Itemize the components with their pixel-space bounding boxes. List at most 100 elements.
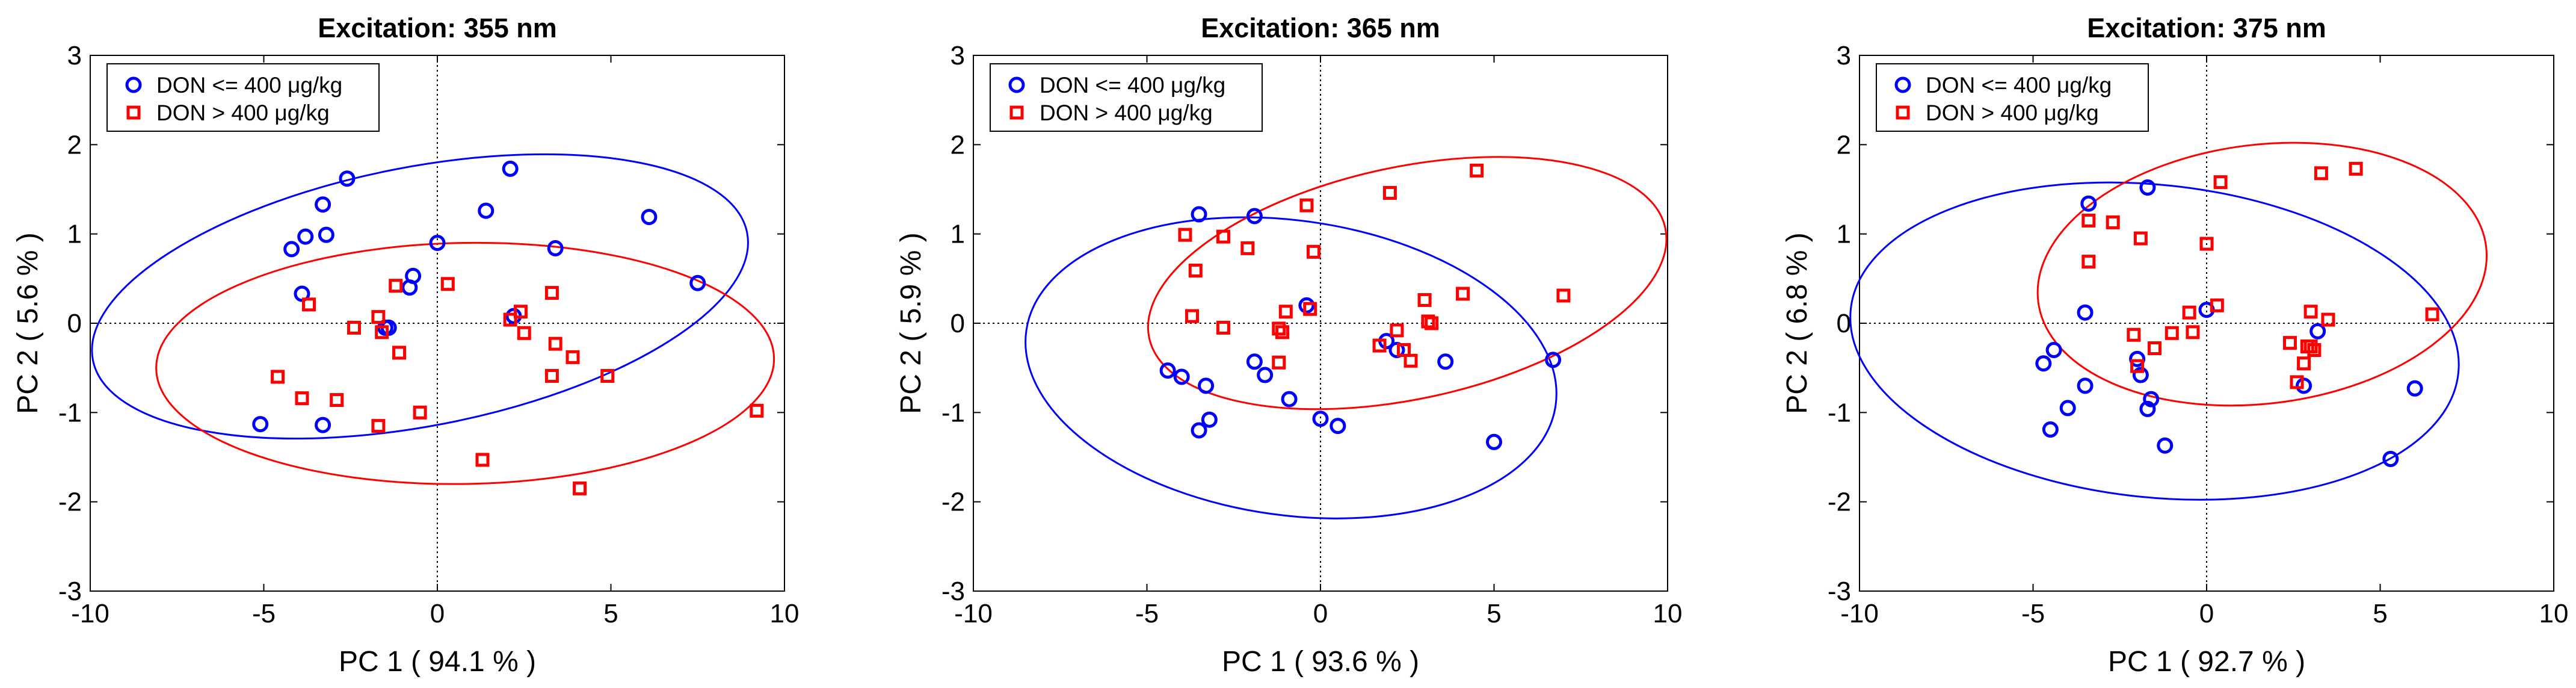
data-point-low-don[interactable] [318,226,334,243]
data-point-low-don[interactable] [641,208,658,225]
data-point-high-don[interactable] [1185,309,1200,323]
data-point-high-don[interactable] [2106,215,2120,229]
data-point-high-don[interactable] [375,325,389,339]
data-point-high-don[interactable] [2133,231,2148,246]
data-point-low-don[interactable] [1486,433,1502,450]
data-point-low-don[interactable] [1159,362,1176,379]
data-point-high-don[interactable] [2425,307,2439,321]
data-point-low-don[interactable] [2045,342,2062,358]
data-point-low-don[interactable] [1191,206,1207,223]
data-point-low-don[interactable] [1545,352,1562,368]
data-point-high-don[interactable] [475,453,490,467]
data-point-low-don[interactable] [294,285,310,302]
data-point-low-don[interactable] [2143,391,2160,408]
data-point-low-don[interactable] [2139,400,2156,417]
data-point-high-don[interactable] [1382,185,1397,200]
data-point-high-don[interactable] [1306,244,1320,259]
data-point-low-don[interactable] [547,240,564,256]
data-point-high-don[interactable] [503,312,517,327]
data-point-high-don[interactable] [2213,175,2228,190]
data-point-high-don[interactable] [548,336,562,351]
data-point-high-don[interactable] [440,277,455,291]
data-point-high-don[interactable] [1278,305,1293,319]
data-point-high-don[interactable] [2127,327,2141,342]
data-point-high-don[interactable] [1396,343,1411,357]
data-point-high-don[interactable] [413,405,427,420]
data-point-high-don[interactable] [1272,355,1286,370]
data-point-low-don[interactable] [2309,323,2326,339]
data-point-low-don[interactable] [1330,418,1346,435]
data-point-low-don[interactable] [1198,377,1215,394]
data-point-high-don[interactable] [1417,293,1432,307]
data-point-high-don[interactable] [2290,375,2304,389]
data-point-high-don[interactable] [2199,237,2214,251]
data-point-high-don[interactable] [573,481,587,495]
data-point-high-don[interactable] [1216,320,1230,335]
data-point-high-don[interactable] [544,286,559,300]
data-point-high-don[interactable] [2303,305,2318,319]
data-point-high-don[interactable] [1299,198,1314,212]
data-point-high-don[interactable] [392,346,407,360]
data-point-low-don[interactable] [2042,421,2059,438]
data-point-low-don[interactable] [2132,367,2149,383]
data-point-low-don[interactable] [1246,353,1263,370]
data-point-low-don[interactable] [1201,411,1218,428]
data-point-low-don[interactable] [1312,411,1329,427]
data-point-low-don[interactable] [315,417,331,433]
data-point-high-don[interactable] [1240,241,1255,255]
data-point-low-don[interactable] [2157,437,2174,454]
data-point-low-don[interactable] [1257,367,1274,383]
data-point-high-don[interactable] [1216,229,1230,244]
data-point-high-don[interactable] [2081,213,2096,228]
data-point-low-don[interactable] [297,228,314,245]
data-point-low-don[interactable] [252,416,269,433]
data-point-high-don[interactable] [2165,326,2179,340]
data-point-high-don[interactable] [1178,228,1192,242]
data-point-high-don[interactable] [1404,353,1418,368]
data-point-high-don[interactable] [1272,321,1286,336]
data-point-high-don[interactable] [302,297,316,312]
data-point-high-don[interactable] [1390,323,1404,338]
data-point-high-don[interactable] [330,393,344,408]
data-point-high-don[interactable] [347,320,362,335]
data-point-low-don[interactable] [2059,400,2076,417]
data-point-low-don[interactable] [1298,297,1315,314]
data-point-high-don[interactable] [1372,338,1387,353]
data-point-low-don[interactable] [283,241,300,258]
data-point-high-don[interactable] [2303,339,2318,354]
data-point-low-don[interactable] [339,170,356,187]
data-point-high-don[interactable] [1456,287,1470,301]
data-point-low-don[interactable] [2035,355,2052,372]
data-point-high-don[interactable] [271,370,285,384]
data-point-high-don[interactable] [389,279,403,293]
data-point-high-don[interactable] [1275,325,1290,339]
data-point-high-don[interactable] [2314,166,2328,181]
data-point-low-don[interactable] [2080,195,2097,212]
data-point-low-don[interactable] [502,160,519,177]
data-point-low-don[interactable] [2077,377,2094,394]
data-point-high-don[interactable] [2307,343,2322,357]
data-point-low-don[interactable] [2382,450,2399,467]
data-point-high-don[interactable] [2349,161,2363,176]
data-point-low-don[interactable] [2296,377,2313,394]
data-point-high-don[interactable] [517,326,531,340]
data-point-high-don[interactable] [371,310,386,324]
data-point-high-don[interactable] [2182,305,2196,320]
data-point-high-don[interactable] [2210,298,2224,312]
data-point-low-don[interactable] [315,196,331,213]
data-point-high-don[interactable] [1470,163,1484,178]
data-point-high-don[interactable] [1421,314,1435,329]
data-point-high-don[interactable] [2186,325,2200,339]
data-point-high-don[interactable] [295,391,309,406]
data-point-low-don[interactable] [401,279,418,296]
data-point-high-don[interactable] [1556,288,1571,303]
data-point-low-don[interactable] [2139,179,2156,196]
data-point-low-don[interactable] [429,235,446,251]
data-point-low-don[interactable] [1173,368,1190,385]
data-point-low-don[interactable] [2406,380,2423,397]
data-point-low-don[interactable] [2077,304,2094,321]
data-point-high-don[interactable] [2321,312,2335,327]
data-point-high-don[interactable] [2282,336,2297,350]
data-point-low-don[interactable] [2129,350,2146,367]
data-point-low-don[interactable] [1437,353,1454,370]
